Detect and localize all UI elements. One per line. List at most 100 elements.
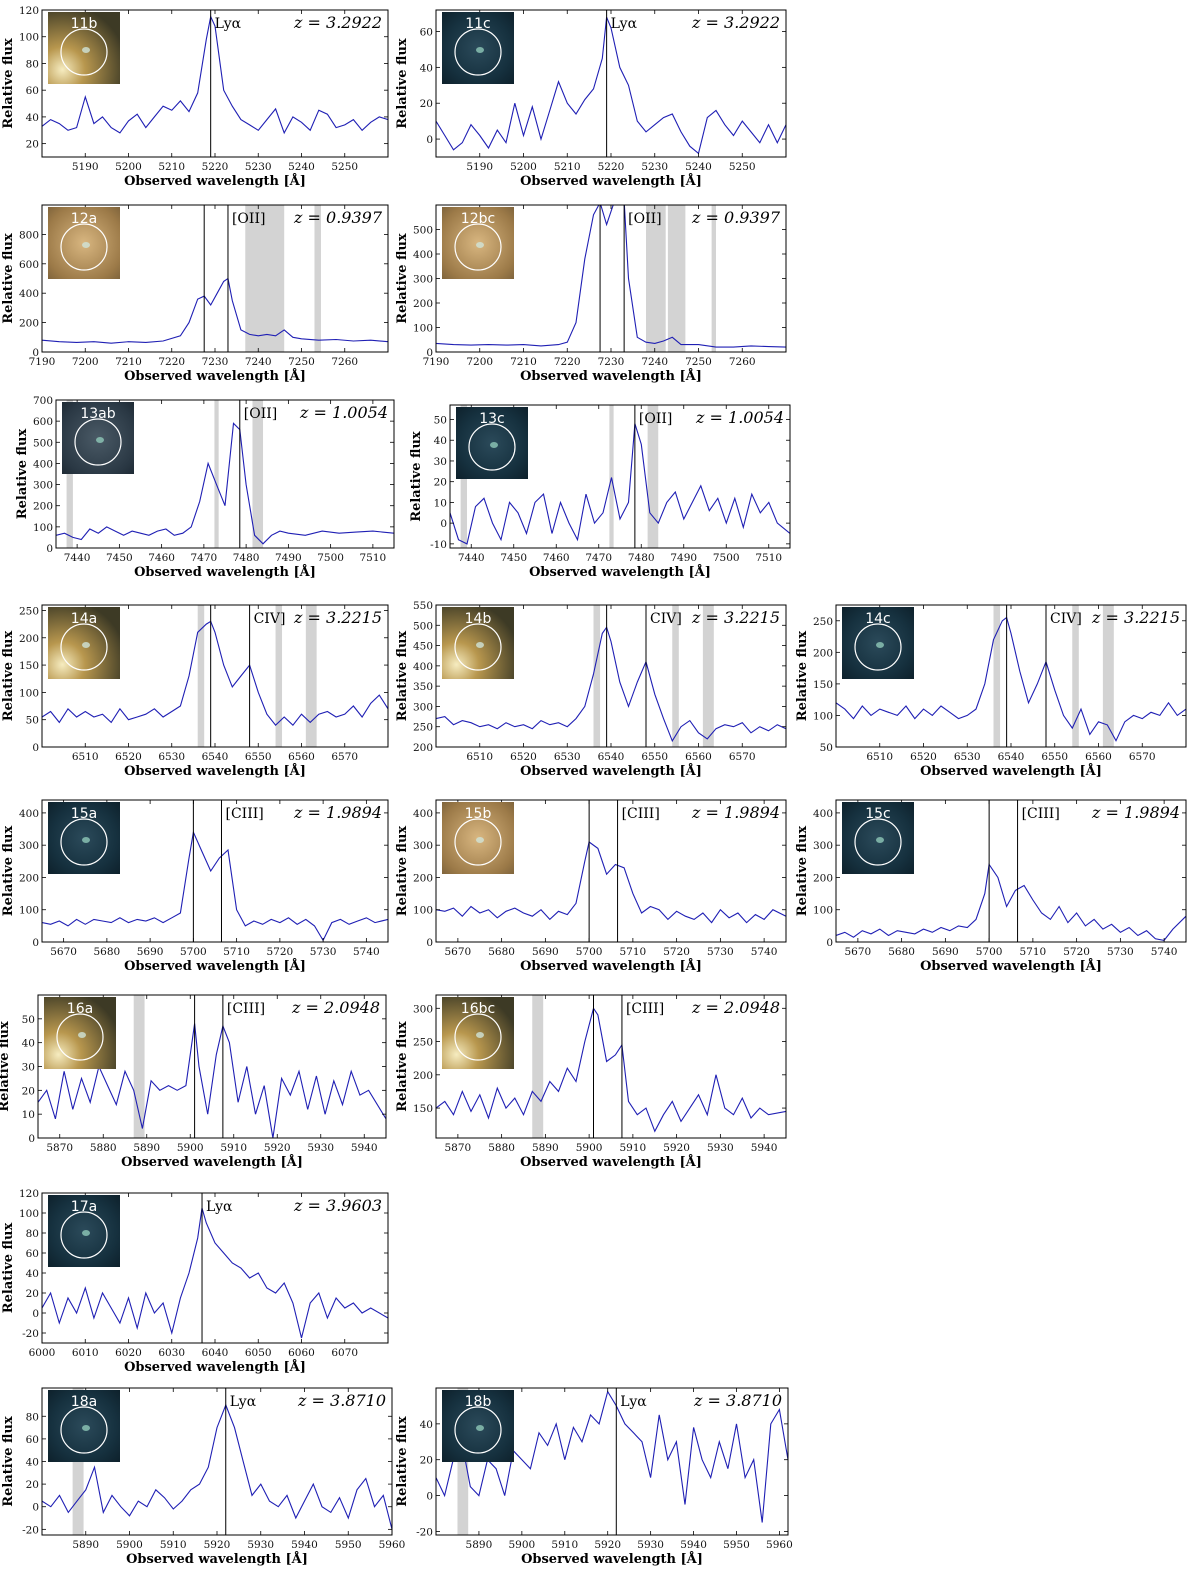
y-tick-label: -20 [416,1526,433,1538]
y-tick-label: 0 [32,1308,39,1320]
x-tick-label: 5910 [620,1142,647,1154]
y-tick-label: 0 [32,937,39,949]
stamp-label: 14a [71,611,97,627]
thumbnail-stamp: 11c [442,12,514,84]
y-tick-label: 200 [813,872,833,884]
sky-line-band [252,400,264,548]
emission-line-label: [CIII] [227,1001,265,1017]
aperture-circle [454,28,502,76]
emission-line-label: [CIII] [1022,806,1060,822]
spectrum-panel-14a: 6510 6520 6530 6540 6550 6560 6570 0 50 100 150 200… [1,604,389,779]
y-axis-label: Relative flux [1,631,16,722]
y-tick-label: 150 [413,1103,433,1115]
spectrum-panel-13c: 7440 7450 7460 7470 7480 7490 7500 7510 -10 0 10 20… [409,404,791,580]
thumbnail-stamp: 13ab [62,402,134,474]
spectrum-line [42,620,388,727]
x-tick-label: 5250 [729,161,756,173]
x-tick-label: 6540 [202,751,229,763]
y-tick-label: 700 [33,395,53,407]
x-tick-label: 5930 [707,1142,734,1154]
redshift-label: z = 3.8710 [693,1391,782,1410]
x-tick-label: 6050 [245,1347,272,1359]
y-tick-label: 20 [420,1455,433,1467]
spectrum-panel-15b: 5670 5680 5690 5700 5710 5720 5730 5740 0 100 200 3… [395,799,787,974]
y-tick-label: 20 [22,1085,35,1097]
redshift-label: z = 3.2922 [691,13,780,32]
x-tick-label: 6550 [245,751,272,763]
x-axis-label: Observed wavelength [Å] [124,1359,306,1375]
emission-line-label: [OII] [628,211,661,227]
y-tick-label: 100 [813,905,833,917]
sky-line-band [532,995,544,1138]
source-blob [78,1032,86,1038]
thumbnail-stamp: 18a [48,1390,120,1462]
x-tick-label: 5680 [94,946,121,958]
x-tick-label: 6030 [158,1347,185,1359]
emission-line-label: [CIII] [626,1001,664,1017]
y-tick-label: 40 [420,1419,433,1431]
spectrum-line [42,277,388,344]
x-tick-label: 5690 [932,946,959,958]
x-tick-label: 6510 [72,751,99,763]
stamp-label: 18b [465,1394,492,1410]
x-tick-label: 5890 [466,1539,493,1551]
aperture-circle [454,1013,502,1061]
source-blob [876,837,884,843]
y-tick-label: 0 [826,937,833,949]
x-tick-label: 5680 [488,946,515,958]
y-tick-label: 0 [28,1133,35,1145]
x-tick-label: 6560 [288,751,315,763]
spectrum-panel-16bc: 5870 5880 5890 5900 5910 5920 5930 5940 150 200 25… [395,994,787,1170]
y-tick-label: 800 [19,229,39,241]
y-axis-label: Relative flux [409,431,424,522]
y-tick-label: 250 [413,722,433,734]
y-axis-label: Relative flux [395,631,410,722]
x-tick-label: 6570 [331,751,358,763]
y-tick-label: 150 [813,679,833,691]
x-axis-label: Observed wavelength [Å] [520,958,702,974]
y-tick-label: 250 [413,1037,433,1049]
redshift-label: z = 1.9894 [293,803,382,822]
x-tick-label: 7440 [64,552,91,564]
sky-line-band [993,605,1001,747]
y-tick-label: 40 [26,1457,39,1469]
x-tick-label: 5890 [72,1539,99,1551]
source-blob [82,837,90,843]
y-tick-label: 600 [33,416,53,428]
stamp-label: 11c [465,16,491,32]
y-tick-label: 550 [413,600,433,612]
plot-frame [435,1387,789,1536]
x-tick-label: 6560 [1085,751,1112,763]
y-tick-label: 120 [19,1188,39,1200]
emission-line-label: [OII] [244,406,277,422]
y-tick-label: 20 [434,477,447,489]
x-tick-label: 5220 [202,161,229,173]
y-axis-label: Relative flux [1,826,16,917]
x-tick-label: 5920 [204,1539,231,1551]
aperture-circle [60,623,108,671]
spectrum-panel-12a: 7190 7200 7210 7220 7230 7240 7250 7260 0 200 400 6… [1,204,389,384]
spectrum-panel-14c: 6510 6520 6530 6540 6550 6560 6570 50 100 150 200 2… [795,604,1187,779]
y-axis-label: Relative flux [395,826,410,917]
emission-line-label: [OII] [232,211,265,227]
sky-line-band [667,205,686,352]
source-blob [476,642,484,648]
y-tick-label: -10 [430,539,447,551]
plot-frame [835,799,1187,943]
x-tick-label: 7240 [641,356,668,368]
x-tick-label: 6530 [554,751,581,763]
spectrum-panel-18a: 5890 5900 5910 5920 5930 5940 5950 5960 -20 0 20 40… [1,1387,405,1567]
x-tick-label: 6540 [998,751,1025,763]
y-tick-label: 500 [413,225,433,237]
x-tick-label: 5190 [466,161,493,173]
sky-line-band [672,605,679,747]
x-tick-label: 7440 [458,552,485,564]
x-tick-label: 6070 [331,1347,358,1359]
y-tick-label: 200 [413,742,433,754]
x-axis-label: Observed wavelength [Å] [521,1551,703,1567]
y-tick-label: 0 [426,347,433,359]
y-tick-label: 20 [26,1288,39,1300]
x-tick-label: 6530 [158,751,185,763]
x-tick-label: 5220 [598,161,625,173]
thumbnail-stamp: 13c [456,407,528,479]
